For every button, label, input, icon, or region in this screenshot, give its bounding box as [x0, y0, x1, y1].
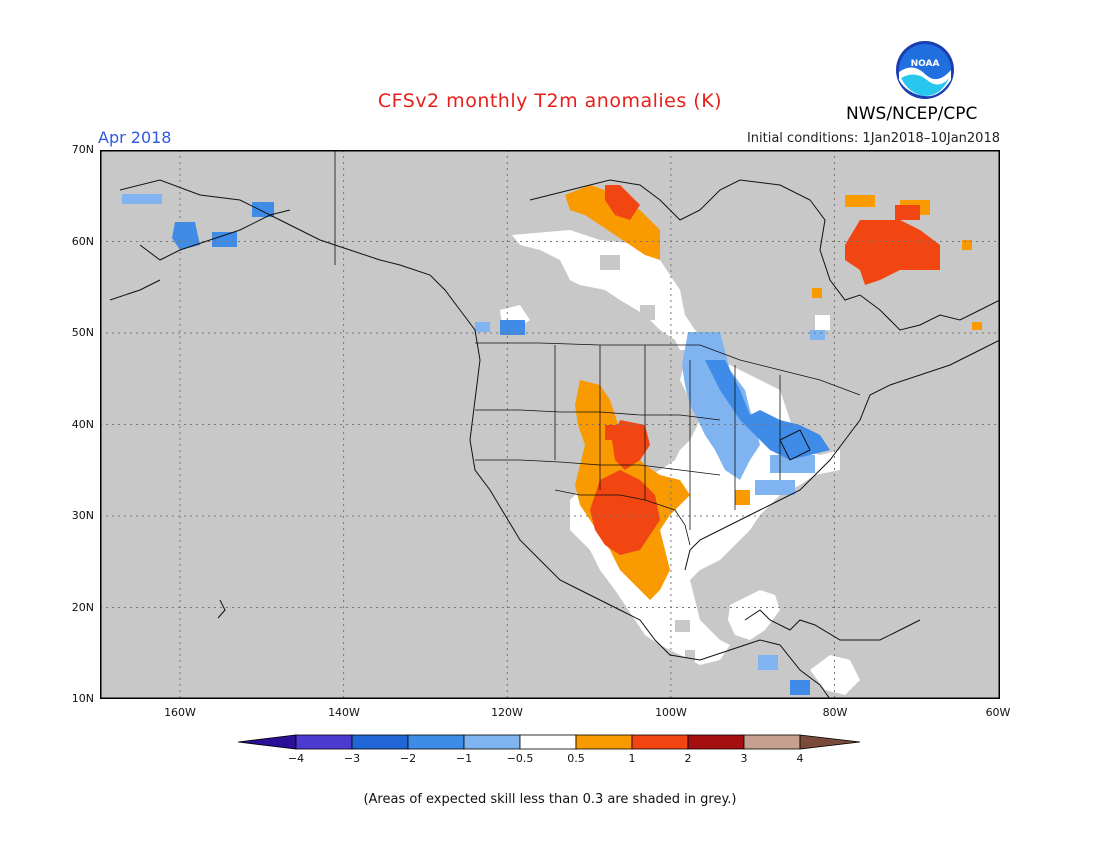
colorbar-label: 4 [796, 752, 804, 765]
no-skill-patches [590, 255, 695, 662]
logo-text: NOAA [911, 59, 940, 69]
colorbar-label: 2 [684, 752, 692, 765]
lat-label: 20N [71, 601, 94, 614]
graticule [100, 150, 1000, 699]
lon-label: 140W [328, 706, 360, 719]
map-frame [100, 150, 1000, 699]
colorbar-segment [743, 734, 801, 750]
lon-label: 80W [822, 706, 848, 719]
lon-label: 160W [164, 706, 196, 719]
initial-conditions: Initial conditions: 1Jan2018–10Jan2018 [746, 131, 1000, 146]
colorbar-label: −4 [287, 752, 305, 765]
colorbar-label: −3 [343, 752, 361, 765]
colorbar-segment [687, 734, 745, 750]
colorbar-label: 3 [740, 752, 748, 765]
lon-label: 120W [491, 706, 523, 719]
lat-label: 10N [71, 692, 94, 705]
colorbar-label: −1 [455, 752, 473, 765]
warm-anomaly-strong [590, 185, 940, 555]
cool-anomaly-medium [172, 202, 830, 695]
lat-label: 30N [71, 509, 94, 522]
colorbar-segment [575, 734, 633, 750]
skill-footnote: (Areas of expected skill less than 0.3 a… [363, 792, 737, 807]
map-title: CFSv2 monthly T2m anomalies (K) [377, 90, 723, 112]
cool-anomaly-light [122, 194, 825, 670]
colorbar-segment [295, 734, 353, 750]
lon-label: 100W [655, 706, 687, 719]
colorbar-segment [519, 734, 577, 750]
colorbar-segment [463, 734, 521, 750]
colorbar [238, 734, 861, 750]
forecast-period: Apr 2018 [98, 128, 172, 147]
colorbar-segment [407, 734, 465, 750]
lat-label: 60N [71, 235, 94, 248]
political-borders [334, 150, 861, 546]
colorbar-segment [631, 734, 689, 750]
colorbar-label: 0.5 [567, 752, 585, 765]
coastlines [109, 179, 1000, 699]
anomaly-map [100, 150, 1000, 699]
near-normal-regions [500, 230, 860, 695]
noaa-logo-icon: NOAA [895, 40, 955, 100]
colorbar-label: −0.5 [506, 752, 534, 765]
colorbar-arrow-low [238, 734, 297, 750]
colorbar-arrow-high [799, 734, 861, 750]
agency-label: NWS/NCEP/CPC [846, 104, 978, 124]
lon-label: 60W [985, 706, 1011, 719]
colorbar-label: 1 [628, 752, 636, 765]
lat-label: 40N [71, 418, 94, 431]
colorbar-label: −2 [399, 752, 417, 765]
colorbar-segment [351, 734, 409, 750]
lat-label: 70N [71, 143, 94, 156]
lat-label: 50N [71, 326, 94, 339]
